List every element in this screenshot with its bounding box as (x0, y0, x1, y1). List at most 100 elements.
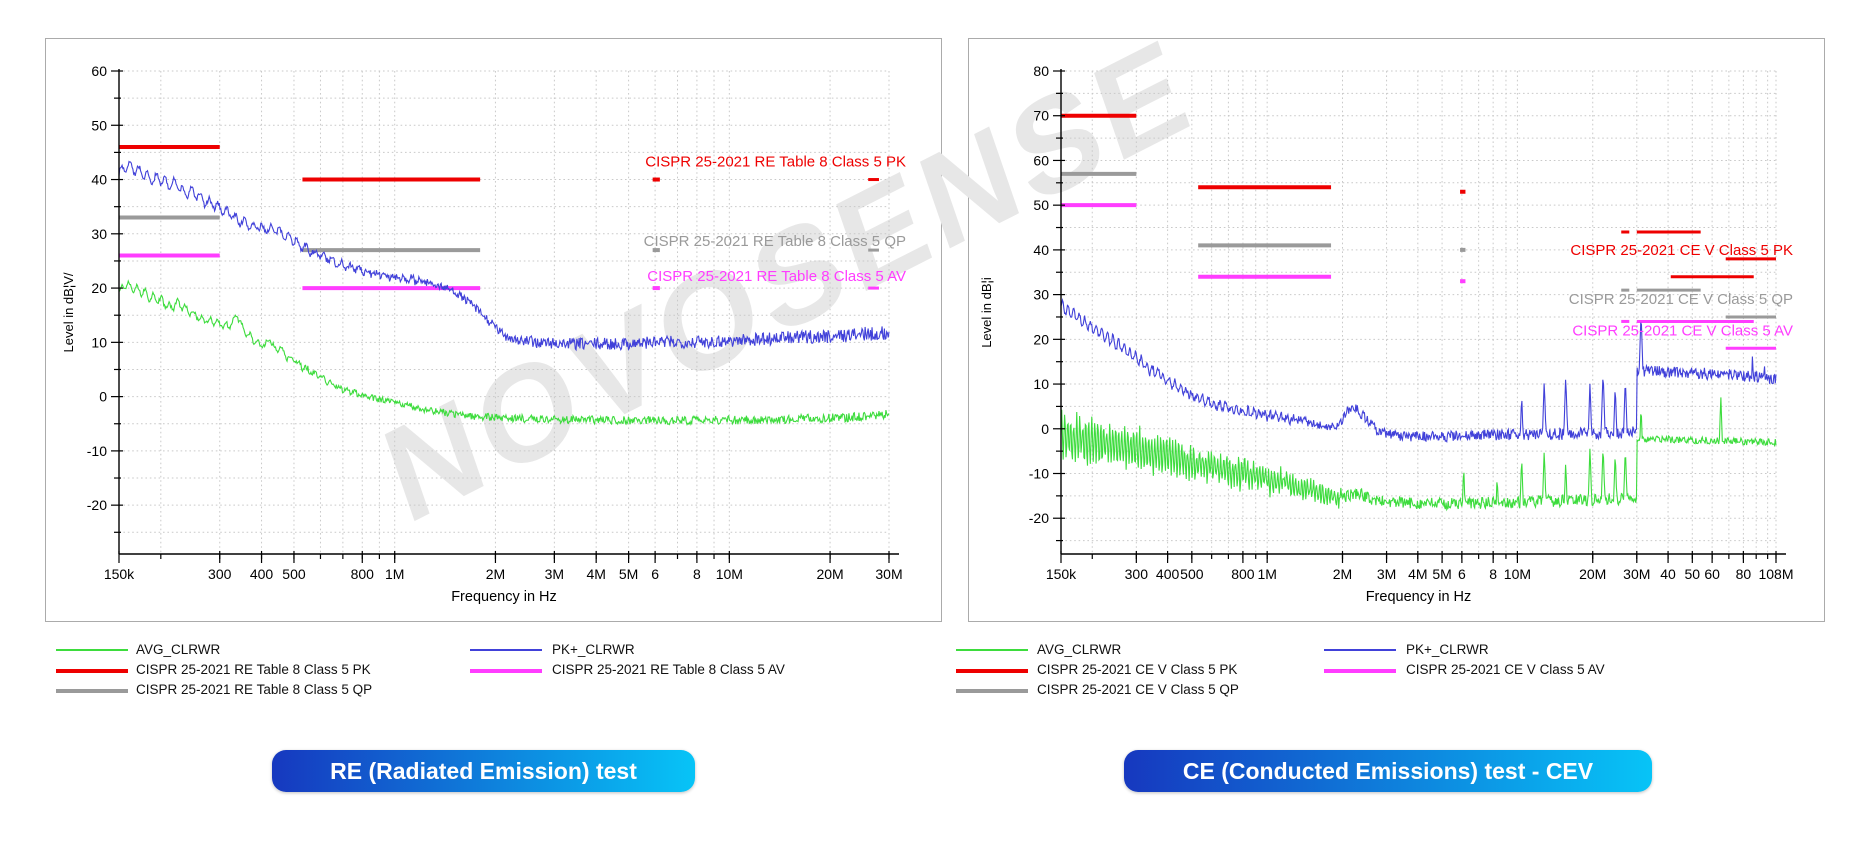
limit-label-pk: CISPR 25-2021 CE V Class 5 PK (1570, 242, 1793, 259)
x-tick-label: 500 (1180, 566, 1204, 582)
limit-label-av: CISPR 25-2021 RE Table 8 Class 5 AV (647, 268, 906, 285)
x-tick-label: 10M (716, 566, 743, 582)
grid (119, 70, 890, 554)
legend-line-sample (956, 669, 1028, 673)
ticks (1053, 70, 1777, 563)
y-tick-label: 40 (91, 172, 107, 188)
y-tick-label: 30 (91, 226, 107, 242)
axes (118, 69, 899, 555)
x-tick-label: 3M (1377, 566, 1396, 582)
legend-label: CISPR 25-2021 RE Table 8 Class 5 PK (136, 662, 371, 677)
x-tick-label: 108M (1758, 566, 1793, 582)
legend-label: PK+_CLRWR (552, 642, 635, 657)
y-tick-label: 70 (1033, 108, 1049, 124)
pk-trace (118, 160, 890, 352)
y-tick-label: 50 (1033, 197, 1049, 213)
y-tick-label: 0 (99, 389, 107, 405)
legend-line-sample (1324, 649, 1396, 651)
y-tick-label: 80 (1033, 63, 1049, 79)
x-tick-label: 8 (693, 566, 701, 582)
limit-label-qp: CISPR 25-2021 RE Table 8 Class 5 QP (644, 233, 906, 250)
limit-lines (1061, 113, 1776, 350)
legend-label: CISPR 25-2021 CE V Class 5 AV (1406, 662, 1605, 677)
x-tick-label: 8 (1489, 566, 1497, 582)
y-tick-label: 60 (1033, 152, 1049, 168)
legend-label: CISPR 25-2021 RE Table 8 Class 5 QP (136, 682, 373, 697)
ce-chart-panel: 80 70 60 50 40 30 20 10 0 -10 -20 150k 300 400 500 800 1… (968, 38, 1825, 622)
x-tick-label: 4M (1408, 566, 1427, 582)
ticks (111, 70, 890, 563)
x-tick-label: 20M (816, 566, 843, 582)
x-tick-label: 40 (1660, 566, 1676, 582)
x-tick-label: 150k (1046, 566, 1077, 582)
y-tick-label: -10 (1029, 466, 1049, 482)
x-tick-label: 800 (351, 566, 375, 582)
x-tick-label: 150k (104, 566, 135, 582)
limit-label-av: CISPR 25-2021 CE V Class 5 AV (1572, 322, 1793, 339)
x-tick-label: 60 (1704, 566, 1720, 582)
y-tick-label: 40 (1033, 242, 1049, 258)
y-tick-label: 20 (91, 280, 107, 296)
x-tick-label: 30M (875, 566, 902, 582)
x-tick-label: 80 (1736, 566, 1752, 582)
legend-line-sample (56, 689, 128, 693)
x-tick-label: 50 (1685, 566, 1701, 582)
x-axis-title: Frequency in Hz (451, 589, 557, 605)
legend-line-sample (56, 669, 128, 673)
legend-line-sample (956, 689, 1028, 693)
x-tick-label: 5M (1432, 566, 1451, 582)
x-tick-label: 800 (1231, 566, 1255, 582)
x-tick-label: 400 (1156, 566, 1180, 582)
axes (1060, 69, 1786, 555)
x-tick-label: 1M (1257, 566, 1276, 582)
x-tick-label: 5M (619, 566, 638, 582)
legend-line-sample (1324, 669, 1396, 673)
x-tick-label: 4M (586, 566, 605, 582)
legend-label: CISPR 25-2021 CE V Class 5 PK (1037, 662, 1238, 677)
re-test-button[interactable]: RE (Radiated Emission) test (272, 750, 695, 792)
axis-labels: 60 50 40 30 20 10 0 -10 -20 150k 300 400 500 800 1M 2M 3… (61, 63, 903, 605)
y-tick-label: 30 (1033, 287, 1049, 303)
limit-label-qp: CISPR 25-2021 CE V Class 5 QP (1569, 291, 1793, 308)
x-tick-label: 500 (282, 566, 306, 582)
y-axis-title: Level in dB¦i (979, 277, 994, 348)
x-tick-label: 2M (486, 566, 505, 582)
limit-lines (119, 144, 879, 291)
x-tick-label: 6 (651, 566, 659, 582)
x-tick-label: 300 (208, 566, 232, 582)
x-tick-label: 300 (1125, 566, 1149, 582)
ce-test-button[interactable]: CE (Conducted Emissions) test - CEV (1124, 750, 1652, 792)
legend-label: AVG_CLRWR (1037, 642, 1122, 657)
x-tick-label: 1M (385, 566, 404, 582)
legend-label: PK+_CLRWR (1406, 642, 1489, 657)
legend-line-sample (470, 649, 542, 651)
y-tick-label: 10 (91, 334, 107, 350)
x-tick-label: 400 (250, 566, 274, 582)
re-chart-panel: 60 50 40 30 20 10 0 -10 -20 150k 300 400 500 800 1M 2M 3… (45, 38, 942, 622)
avg-trace (118, 279, 890, 426)
x-tick-label: 30M (1623, 566, 1650, 582)
legend-label: AVG_CLRWR (136, 642, 221, 657)
legend-line-sample (56, 649, 128, 651)
avg-trace (1060, 397, 1777, 512)
y-tick-label: -20 (1029, 510, 1049, 526)
legend-line-sample (956, 649, 1028, 651)
pk-trace (1060, 297, 1777, 443)
limit-label-pk: CISPR 25-2021 RE Table 8 Class 5 PK (645, 154, 906, 171)
y-tick-label: 10 (1033, 376, 1049, 392)
re-chart: 60 50 40 30 20 10 0 -10 -20 150k 300 400 500 800 1M 2M 3… (61, 63, 906, 605)
y-tick-label: 0 (1041, 421, 1049, 437)
legend-line-sample (470, 669, 542, 673)
grid (1061, 70, 1777, 554)
y-tick-label: -10 (87, 443, 107, 459)
y-tick-label: 20 (1033, 331, 1049, 347)
x-tick-label: 20M (1579, 566, 1606, 582)
y-tick-label: 50 (91, 117, 107, 133)
y-axis-title: Level in dB¦V/ (61, 272, 76, 352)
x-tick-label: 2M (1333, 566, 1352, 582)
legend-label: CISPR 25-2021 RE Table 8 Class 5 AV (552, 662, 785, 677)
y-tick-label: 60 (91, 63, 107, 79)
